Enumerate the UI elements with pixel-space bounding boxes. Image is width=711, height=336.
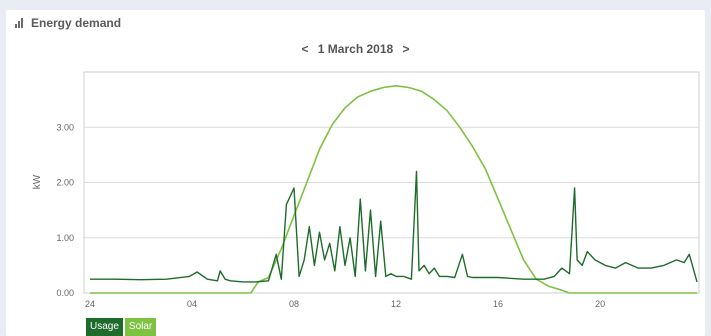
x-tick-label: 24 — [85, 299, 95, 309]
x-tick-label: 20 — [595, 299, 605, 309]
x-axis-ticks: 24 04 08 12 16 20 — [85, 299, 605, 309]
legend-usage-toggle[interactable]: Usage — [86, 318, 123, 336]
panel-title: Energy demand — [31, 16, 122, 30]
date-navigator: < 1 March 2018 > — [0, 42, 711, 56]
x-tick-label: 12 — [391, 299, 401, 309]
y-tick-label: 0.00 — [56, 288, 74, 298]
plot-area-border — [83, 71, 700, 294]
legend-solar-toggle[interactable]: Solar — [124, 318, 157, 336]
y-tick-label: 3.00 — [56, 122, 74, 132]
y-axis-label: kW — [32, 174, 43, 189]
next-day-button[interactable]: > — [402, 42, 410, 56]
chart-series — [90, 85, 698, 294]
current-date: 1 March 2018 — [317, 42, 394, 56]
x-tick-label: 16 — [493, 299, 503, 309]
previous-day-button[interactable]: < — [301, 42, 309, 56]
x-tick-label: 04 — [187, 299, 197, 309]
bar-chart-icon — [15, 18, 25, 28]
chart-legend: Usage Solar — [86, 318, 157, 336]
chart-grid — [84, 126, 699, 239]
panel-header: Energy demand — [15, 16, 121, 30]
y-tick-label: 2.00 — [56, 178, 74, 188]
series-line-solar — [90, 85, 697, 294]
y-tick-label: 1.00 — [56, 233, 74, 243]
y-axis-ticks: 0.00 1.00 2.00 3.00 — [56, 122, 74, 298]
energy-demand-panel — [6, 10, 705, 336]
x-tick-label: 08 — [289, 299, 299, 309]
series-line-usage — [90, 170, 698, 283]
